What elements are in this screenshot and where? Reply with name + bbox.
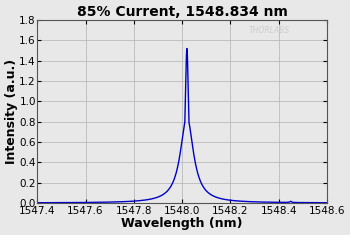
- Text: THORLABS: THORLABS: [248, 26, 289, 35]
- Y-axis label: Intensity (a.u.): Intensity (a.u.): [5, 59, 18, 164]
- Title: 85% Current, 1548.834 nm: 85% Current, 1548.834 nm: [77, 5, 287, 19]
- X-axis label: Wavelength (nm): Wavelength (nm): [121, 217, 243, 230]
